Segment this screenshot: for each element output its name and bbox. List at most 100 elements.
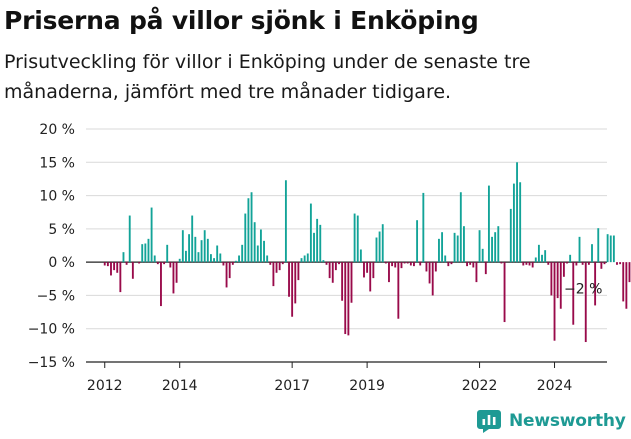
- bar: [344, 262, 347, 335]
- bar: [612, 235, 615, 263]
- bar: [325, 262, 328, 265]
- bar: [463, 226, 465, 263]
- bar: [591, 244, 593, 263]
- bar: [500, 262, 503, 264]
- y-tick-label: −15 %: [28, 355, 75, 371]
- bar: [584, 262, 587, 343]
- bar: [497, 226, 500, 263]
- bar: [628, 262, 631, 283]
- bar: [422, 192, 425, 263]
- bar: [550, 262, 553, 296]
- bar: [200, 240, 203, 263]
- bar: [372, 262, 375, 279]
- bar: [619, 262, 622, 265]
- x-tick-label: 2012: [87, 378, 123, 394]
- bar: [469, 262, 472, 265]
- bar: [438, 238, 440, 263]
- bar: [369, 262, 372, 292]
- bar: [375, 237, 378, 263]
- bar: [178, 258, 181, 263]
- bar: [166, 244, 169, 263]
- bar: [409, 262, 412, 266]
- bar: [303, 255, 306, 263]
- bar: [519, 182, 522, 263]
- bar: [341, 262, 344, 301]
- bar: [141, 244, 144, 263]
- bar: [472, 262, 475, 268]
- x-tick-label: 2017: [274, 378, 310, 394]
- bar: [381, 224, 384, 263]
- bar: [403, 262, 406, 264]
- bar: [106, 262, 109, 267]
- bar: [391, 262, 394, 267]
- bar: [394, 262, 397, 268]
- bar: [366, 262, 369, 273]
- bar: [553, 262, 556, 341]
- bar: [163, 262, 166, 265]
- x-tick-label: 2019: [349, 378, 385, 394]
- x-tick-label: 2014: [162, 378, 198, 394]
- bar: [125, 262, 128, 265]
- bar: [434, 262, 437, 272]
- bar: [284, 180, 287, 263]
- bar: [278, 262, 281, 271]
- bar: [537, 244, 540, 263]
- last-value-label: −2 %: [564, 281, 602, 297]
- bar: [475, 262, 478, 283]
- bar: [456, 235, 459, 263]
- bar: [444, 255, 447, 263]
- bar: [234, 260, 237, 263]
- bar: [522, 262, 525, 266]
- bar: [487, 185, 490, 263]
- bar: [347, 262, 350, 336]
- bar: [534, 257, 537, 263]
- bar: [216, 245, 219, 263]
- y-tick-label: 20 %: [39, 122, 75, 138]
- bar: [581, 262, 584, 265]
- bar: [334, 262, 337, 271]
- bar: [363, 262, 365, 278]
- bar: [441, 232, 444, 263]
- bar: [541, 254, 543, 263]
- bar: [253, 222, 256, 263]
- bar: [416, 220, 419, 263]
- bar: [213, 258, 215, 263]
- bar: [459, 192, 462, 263]
- bar: [119, 262, 122, 293]
- bar: [388, 262, 390, 283]
- y-tick-label: 10 %: [39, 189, 75, 205]
- bar: [275, 262, 278, 273]
- bar: [281, 262, 284, 265]
- bar: [288, 262, 290, 297]
- bar: [397, 262, 400, 319]
- bar: [503, 262, 506, 323]
- bar: [528, 262, 531, 266]
- bar: [572, 262, 575, 325]
- bar: [494, 232, 497, 263]
- bar: [322, 260, 325, 263]
- bar: [116, 262, 119, 273]
- bar: [153, 255, 156, 263]
- bar: [575, 262, 578, 266]
- bar: [609, 235, 612, 263]
- newsworthy-brand[interactable]: Newsworthy: [476, 406, 626, 436]
- y-tick-label: 5 %: [48, 222, 75, 238]
- bar: [569, 254, 572, 263]
- bar: [597, 228, 600, 263]
- bar: [484, 262, 487, 275]
- bar: [181, 230, 184, 263]
- bar: [144, 243, 147, 263]
- bar: [219, 253, 222, 263]
- bar: [356, 215, 359, 263]
- bar: [266, 255, 269, 263]
- annotations: −2 %: [564, 281, 602, 297]
- bar: [450, 262, 453, 265]
- bar: [547, 262, 550, 265]
- bar: [150, 207, 153, 263]
- bar: [110, 262, 112, 276]
- bar: [478, 230, 481, 263]
- bar: [259, 229, 262, 263]
- bar: [256, 245, 259, 263]
- bar: [491, 236, 493, 263]
